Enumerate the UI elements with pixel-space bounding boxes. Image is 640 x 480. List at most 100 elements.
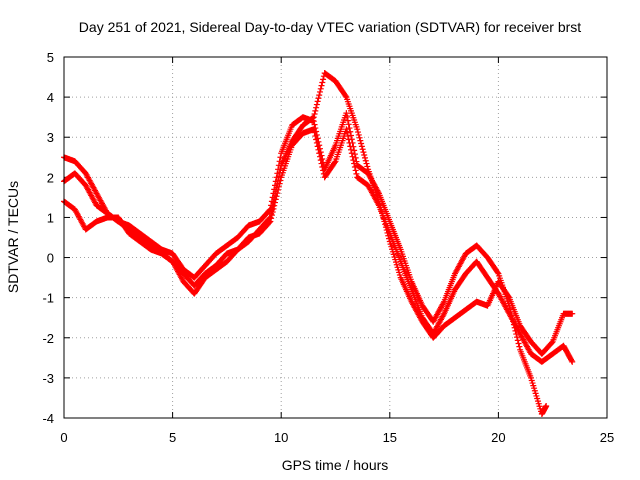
axis-ticks: 0 5 10 15 20 25 -4 -3 -2 -1 0 1 2 3 4 5 [42,50,614,445]
data-point-marker [312,133,319,140]
data-point-marker [349,153,356,160]
data-point-marker [313,136,320,143]
data-point-marker [361,154,368,161]
data-point-marker [378,206,385,213]
data-point-marker [320,167,327,174]
data-point-marker [313,139,320,146]
data-point-marker [382,224,389,231]
x-tick-label: 15 [383,430,397,445]
data-point-marker [310,114,317,121]
data-point-marker [347,143,354,150]
data-point-marker [494,269,501,276]
data-point-marker [318,160,325,167]
data-point-marker [268,210,275,217]
data-point-marker [348,146,355,153]
data-point-marker [568,357,575,364]
data-point-marker [345,121,352,128]
data-point-marker [274,180,281,187]
data-point-marker [505,293,512,300]
data-point-marker [271,195,278,202]
data-point-marker [313,104,320,111]
data-point-marker [342,92,349,99]
y-tick-label: 4 [47,90,54,105]
x-tick-label: 0 [60,430,67,445]
data-point-marker [376,201,383,208]
data-point-marker [319,164,326,171]
chart-title: Day 251 of 2021, Sidereal Day-to-day VTE… [79,19,581,35]
data-point-marker [313,101,320,108]
x-tick-label: 10 [274,430,288,445]
x-tick-label: 25 [600,430,614,445]
data-point-marker [273,184,280,191]
x-tick-label: 20 [491,430,505,445]
data-points [61,70,576,417]
data-point-marker [276,169,283,176]
data-point-marker [358,140,365,147]
data-point-marker [384,229,391,236]
y-tick-label: -2 [42,331,54,346]
data-point-marker [354,129,361,136]
y-tick-label: -4 [42,411,54,426]
data-point-marker [386,235,393,242]
data-point-marker [380,215,387,222]
data-point-marker [351,160,358,167]
x-axis-label: GPS time / hours [282,457,389,473]
data-point-marker [515,340,522,347]
data-point-marker [355,131,362,138]
data-point-marker [315,95,322,102]
plot-frame [63,56,608,419]
data-point-marker [379,212,386,219]
data-point-marker [316,150,323,157]
data-point-marker [277,166,284,173]
data-point-marker [344,129,351,136]
data-point-marker [361,151,368,158]
y-tick-label: 1 [47,210,54,225]
data-point-marker [311,129,318,136]
data-point-marker [319,79,326,86]
data-point-marker [316,92,323,99]
data-point-marker [360,149,367,156]
data-point-marker [346,139,353,146]
data-point-marker [379,209,386,216]
data-point-marker [317,157,324,164]
x-tick-label: 5 [169,430,176,445]
data-point-marker [344,117,351,124]
data-point-marker [268,206,275,213]
data-point-marker [516,343,523,350]
data-point-marker [356,134,363,141]
data-point-marker [269,203,276,210]
data-point-marker [350,157,357,164]
data-point-marker [375,198,382,205]
data-point-marker [314,143,321,150]
data-point-marker [331,159,338,166]
data-point-marker [359,146,366,153]
data-point-marker [275,177,282,184]
data-point-marker [314,98,321,105]
data-point-marker [348,150,355,157]
data-point-marker [267,214,274,221]
data-point-marker [363,160,370,167]
data-point-marker [344,133,351,140]
data-point-marker [344,113,351,120]
data-point-marker [312,107,319,114]
data-point-marker [317,85,324,92]
data-point-marker [311,111,318,118]
data-point-marker [343,126,350,133]
data-point-marker [362,157,369,164]
y-tick-label: 3 [47,130,54,145]
data-point-marker [318,82,325,89]
data-point-marker [352,167,359,174]
data-point-marker [381,218,388,225]
data-point-marker [377,204,384,211]
y-tick-label: 5 [47,50,54,65]
data-point-marker [310,126,317,133]
data-point-marker [345,136,352,143]
data-point-marker [353,170,360,177]
data-point-marker [357,137,364,144]
data-point-marker [385,232,392,239]
data-point-marker [358,143,365,150]
data-point-marker [316,153,323,160]
data-point-marker [354,126,361,133]
data-point-marker [569,310,576,317]
